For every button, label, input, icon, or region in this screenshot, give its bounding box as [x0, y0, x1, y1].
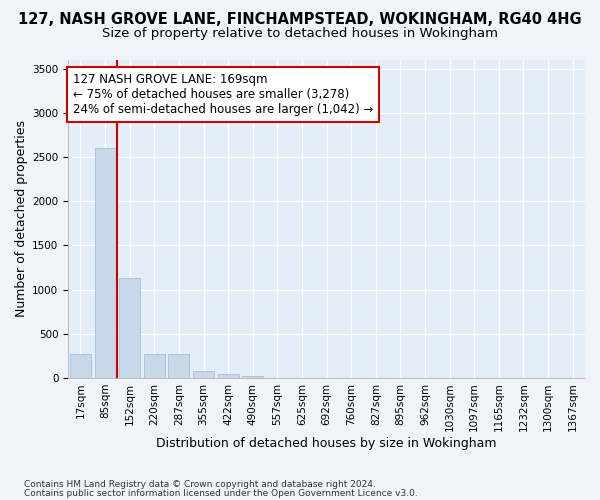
Text: 127, NASH GROVE LANE, FINCHAMPSTEAD, WOKINGHAM, RG40 4HG: 127, NASH GROVE LANE, FINCHAMPSTEAD, WOK… — [18, 12, 582, 28]
Bar — [119, 278, 140, 378]
Text: Contains HM Land Registry data © Crown copyright and database right 2024.: Contains HM Land Registry data © Crown c… — [24, 480, 376, 489]
Bar — [193, 371, 214, 378]
Bar — [144, 354, 165, 378]
Bar — [218, 374, 239, 378]
Bar — [95, 148, 116, 378]
Text: Contains public sector information licensed under the Open Government Licence v3: Contains public sector information licen… — [24, 488, 418, 498]
Bar — [169, 354, 190, 378]
Text: 127 NASH GROVE LANE: 169sqm
← 75% of detached houses are smaller (3,278)
24% of : 127 NASH GROVE LANE: 169sqm ← 75% of det… — [73, 73, 373, 116]
Bar — [242, 376, 263, 378]
Y-axis label: Number of detached properties: Number of detached properties — [15, 120, 28, 318]
X-axis label: Distribution of detached houses by size in Wokingham: Distribution of detached houses by size … — [157, 437, 497, 450]
Bar — [70, 354, 91, 378]
Text: Size of property relative to detached houses in Wokingham: Size of property relative to detached ho… — [102, 28, 498, 40]
